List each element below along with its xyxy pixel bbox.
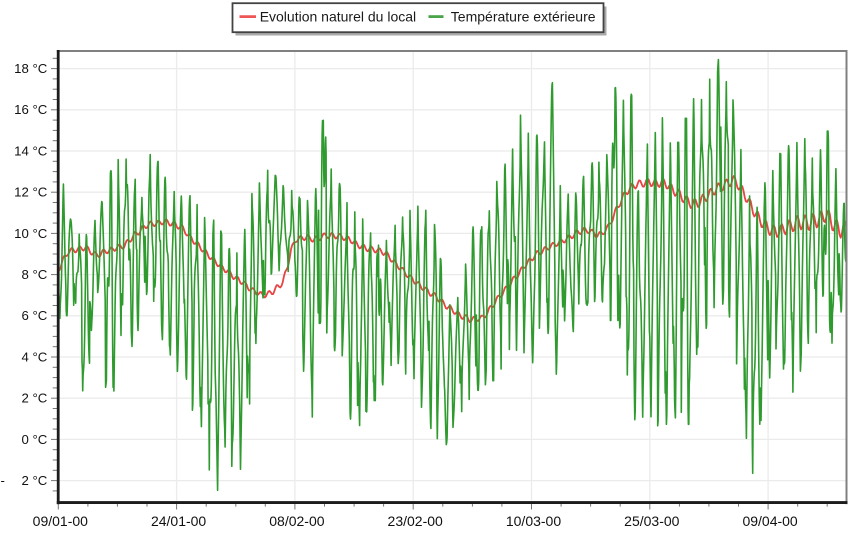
- svg-text:-: -: [1, 473, 5, 488]
- svg-text:23/02-00: 23/02-00: [388, 513, 443, 529]
- svg-text:Evolution naturel du local: Evolution naturel du local: [260, 8, 416, 24]
- svg-text:09/04-00: 09/04-00: [742, 513, 797, 529]
- svg-text:6 °C: 6 °C: [22, 308, 48, 323]
- svg-text:09/01-00: 09/01-00: [33, 513, 88, 529]
- svg-text:Température extérieure: Température extérieure: [451, 8, 596, 24]
- svg-text:16 °C: 16 °C: [14, 102, 48, 117]
- svg-text:4 °C: 4 °C: [22, 349, 48, 364]
- svg-text:25/03-00: 25/03-00: [624, 513, 679, 529]
- svg-text:0 °C: 0 °C: [22, 432, 48, 447]
- svg-text:8 °C: 8 °C: [22, 267, 48, 282]
- svg-text:18 °C: 18 °C: [14, 61, 48, 76]
- svg-text:10/03-00: 10/03-00: [506, 513, 561, 529]
- svg-text:10 °C: 10 °C: [14, 226, 48, 241]
- svg-text:14 °C: 14 °C: [14, 143, 48, 158]
- svg-text:2 °C: 2 °C: [22, 391, 48, 406]
- svg-text:24/01-00: 24/01-00: [151, 513, 206, 529]
- svg-text:12 °C: 12 °C: [14, 185, 48, 200]
- svg-text:2 °C: 2 °C: [22, 473, 48, 488]
- svg-text:08/02-00: 08/02-00: [269, 513, 324, 529]
